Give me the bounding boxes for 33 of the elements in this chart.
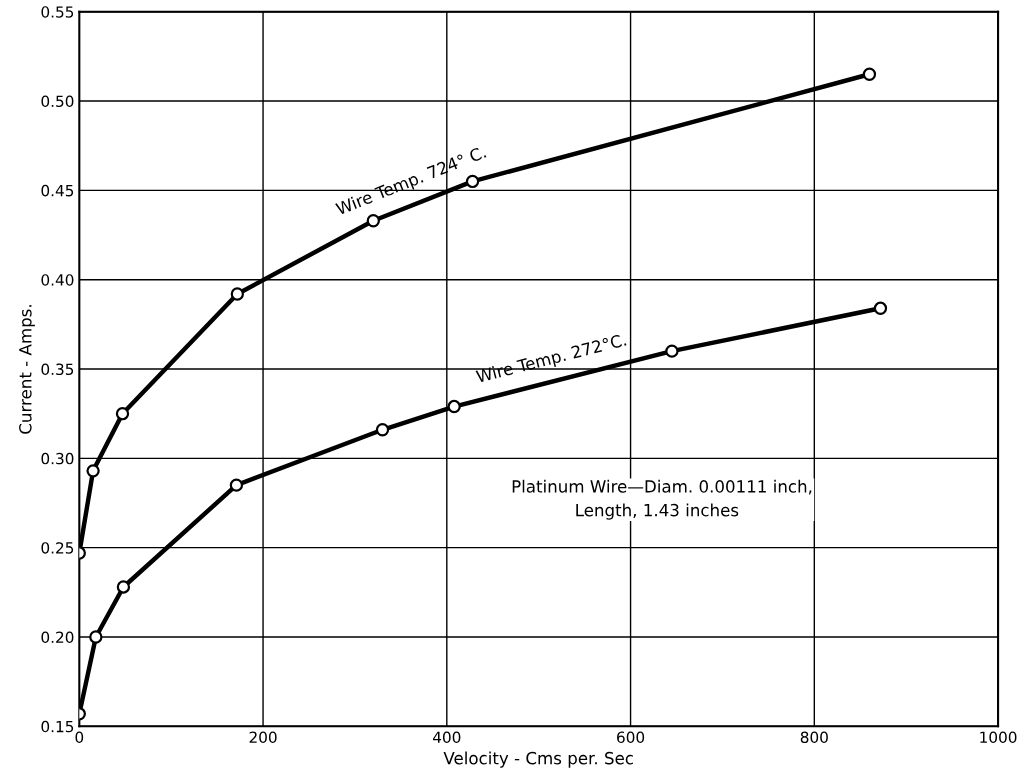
y-tick-label: 0.55 <box>41 6 74 18</box>
y-tick-label: 0.30 <box>41 452 74 465</box>
point <box>465 174 480 189</box>
point <box>366 214 380 228</box>
x-axis-title: Velocity - Cms per. Sec <box>443 751 633 768</box>
x-tick-label: 1000 <box>980 731 1017 744</box>
point <box>89 630 103 644</box>
point <box>862 67 877 81</box>
point <box>86 464 100 478</box>
y-tick-label: 0.35 <box>41 363 74 376</box>
point <box>873 301 888 315</box>
text: Wire Temp. 272°C. <box>475 332 628 387</box>
annotation: Platinum Wire—Diam. 0.00111 inch, Length, 1.43 inches <box>512 479 812 520</box>
point <box>665 344 679 358</box>
x-tick-label: 400 <box>432 731 461 744</box>
y-tick-label: 0.15 <box>41 720 74 733</box>
y-tick-label: 0.50 <box>41 95 74 108</box>
x-tick-label: 200 <box>249 731 277 744</box>
point <box>447 399 461 414</box>
y-tick-label: 0.25 <box>41 542 74 554</box>
y-tick-label: 0.45 <box>41 184 74 197</box>
x-tick-label: 0 <box>75 731 84 744</box>
point <box>230 287 244 301</box>
point <box>375 423 390 437</box>
y-axis-title: Current - Amps. <box>19 305 35 434</box>
x-tick-label: 800 <box>800 731 828 744</box>
x-tick-label: 600 <box>617 731 645 744</box>
point <box>115 407 130 421</box>
point <box>116 580 131 594</box>
y-tick-label: 0.20 <box>41 631 74 644</box>
text: Wire Temp. 724° C. <box>334 145 488 219</box>
point <box>229 478 244 492</box>
y-tick-label: 0.40 <box>41 274 74 286</box>
